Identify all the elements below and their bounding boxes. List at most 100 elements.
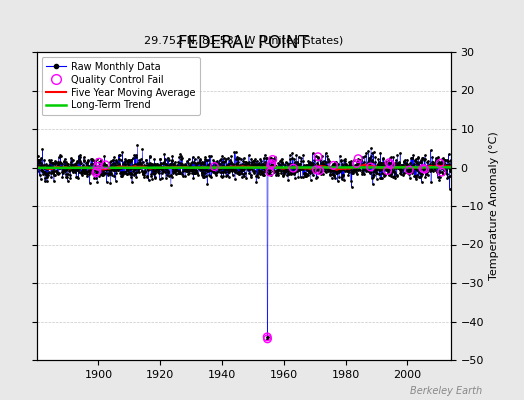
Point — [377, 174, 385, 181]
Point — [145, 162, 154, 168]
Point — [179, 172, 188, 179]
Point — [370, 164, 378, 170]
Point — [291, 165, 300, 171]
Point — [180, 165, 189, 171]
Point — [281, 167, 290, 174]
Point — [136, 159, 144, 165]
Point — [411, 158, 419, 164]
Point — [79, 168, 87, 174]
Point — [71, 169, 80, 175]
Point — [339, 166, 347, 172]
Point — [136, 161, 144, 168]
Point — [191, 170, 199, 176]
Point — [169, 168, 178, 174]
Point — [278, 165, 287, 171]
Point — [348, 164, 357, 171]
Point — [238, 167, 246, 173]
Point — [336, 167, 345, 173]
Point — [174, 170, 183, 176]
Point — [190, 170, 198, 176]
Point — [173, 163, 182, 169]
Point — [193, 170, 201, 176]
Point — [98, 171, 106, 178]
Point — [61, 159, 70, 166]
Point — [344, 169, 353, 175]
Point — [315, 168, 324, 174]
Point — [55, 160, 63, 166]
Text: 29.752 N, 81.532 W (United States): 29.752 N, 81.532 W (United States) — [144, 36, 343, 46]
Point — [36, 159, 45, 166]
Point — [155, 167, 163, 174]
Point — [47, 157, 55, 163]
Point — [68, 167, 76, 173]
Point — [327, 164, 335, 171]
Point — [251, 164, 259, 170]
Point — [70, 167, 78, 173]
Point — [287, 171, 296, 177]
Point — [447, 158, 455, 164]
Point — [379, 155, 387, 162]
Point — [189, 159, 198, 165]
Point — [342, 161, 350, 168]
Point — [228, 172, 237, 178]
Point — [416, 174, 424, 180]
Title: FEDERAL POINT: FEDERAL POINT — [178, 34, 309, 52]
Point — [345, 162, 353, 168]
Point — [314, 154, 322, 161]
Point — [353, 159, 362, 166]
Point — [47, 164, 56, 171]
Point — [255, 167, 263, 174]
Point — [107, 162, 115, 168]
Point — [185, 162, 194, 168]
Point — [163, 154, 172, 161]
Point — [296, 166, 304, 172]
Point — [33, 168, 41, 174]
Point — [136, 162, 145, 169]
Point — [173, 162, 181, 168]
Point — [408, 155, 417, 162]
Point — [278, 155, 286, 162]
Point — [101, 170, 109, 176]
Point — [150, 174, 159, 181]
Point — [186, 162, 194, 168]
Point — [380, 170, 388, 177]
Point — [142, 157, 150, 164]
Point — [332, 162, 341, 168]
Point — [214, 160, 222, 167]
Point — [258, 164, 266, 171]
Point — [96, 162, 104, 168]
Point — [231, 169, 239, 175]
Point — [84, 163, 92, 169]
Point — [136, 164, 145, 171]
Point — [77, 152, 85, 158]
Point — [213, 169, 221, 175]
Point — [254, 164, 263, 170]
Point — [423, 167, 431, 174]
Point — [356, 156, 364, 163]
Point — [105, 165, 113, 172]
Point — [106, 171, 114, 178]
Point — [381, 172, 389, 178]
Point — [67, 162, 75, 168]
Point — [418, 154, 427, 161]
Point — [346, 161, 354, 168]
Point — [237, 163, 246, 170]
Point — [356, 162, 364, 168]
Point — [287, 170, 295, 176]
Point — [358, 168, 366, 175]
Point — [267, 155, 275, 161]
Point — [304, 167, 312, 173]
Point — [396, 150, 405, 156]
Point — [348, 168, 356, 174]
Point — [81, 166, 90, 172]
Point — [232, 149, 240, 155]
Point — [322, 150, 330, 156]
Point — [62, 167, 71, 173]
Point — [62, 170, 70, 177]
Point — [385, 160, 394, 166]
Point — [195, 164, 204, 171]
Point — [321, 163, 329, 170]
Point — [306, 159, 314, 166]
Point — [333, 166, 342, 173]
Point — [178, 171, 187, 178]
